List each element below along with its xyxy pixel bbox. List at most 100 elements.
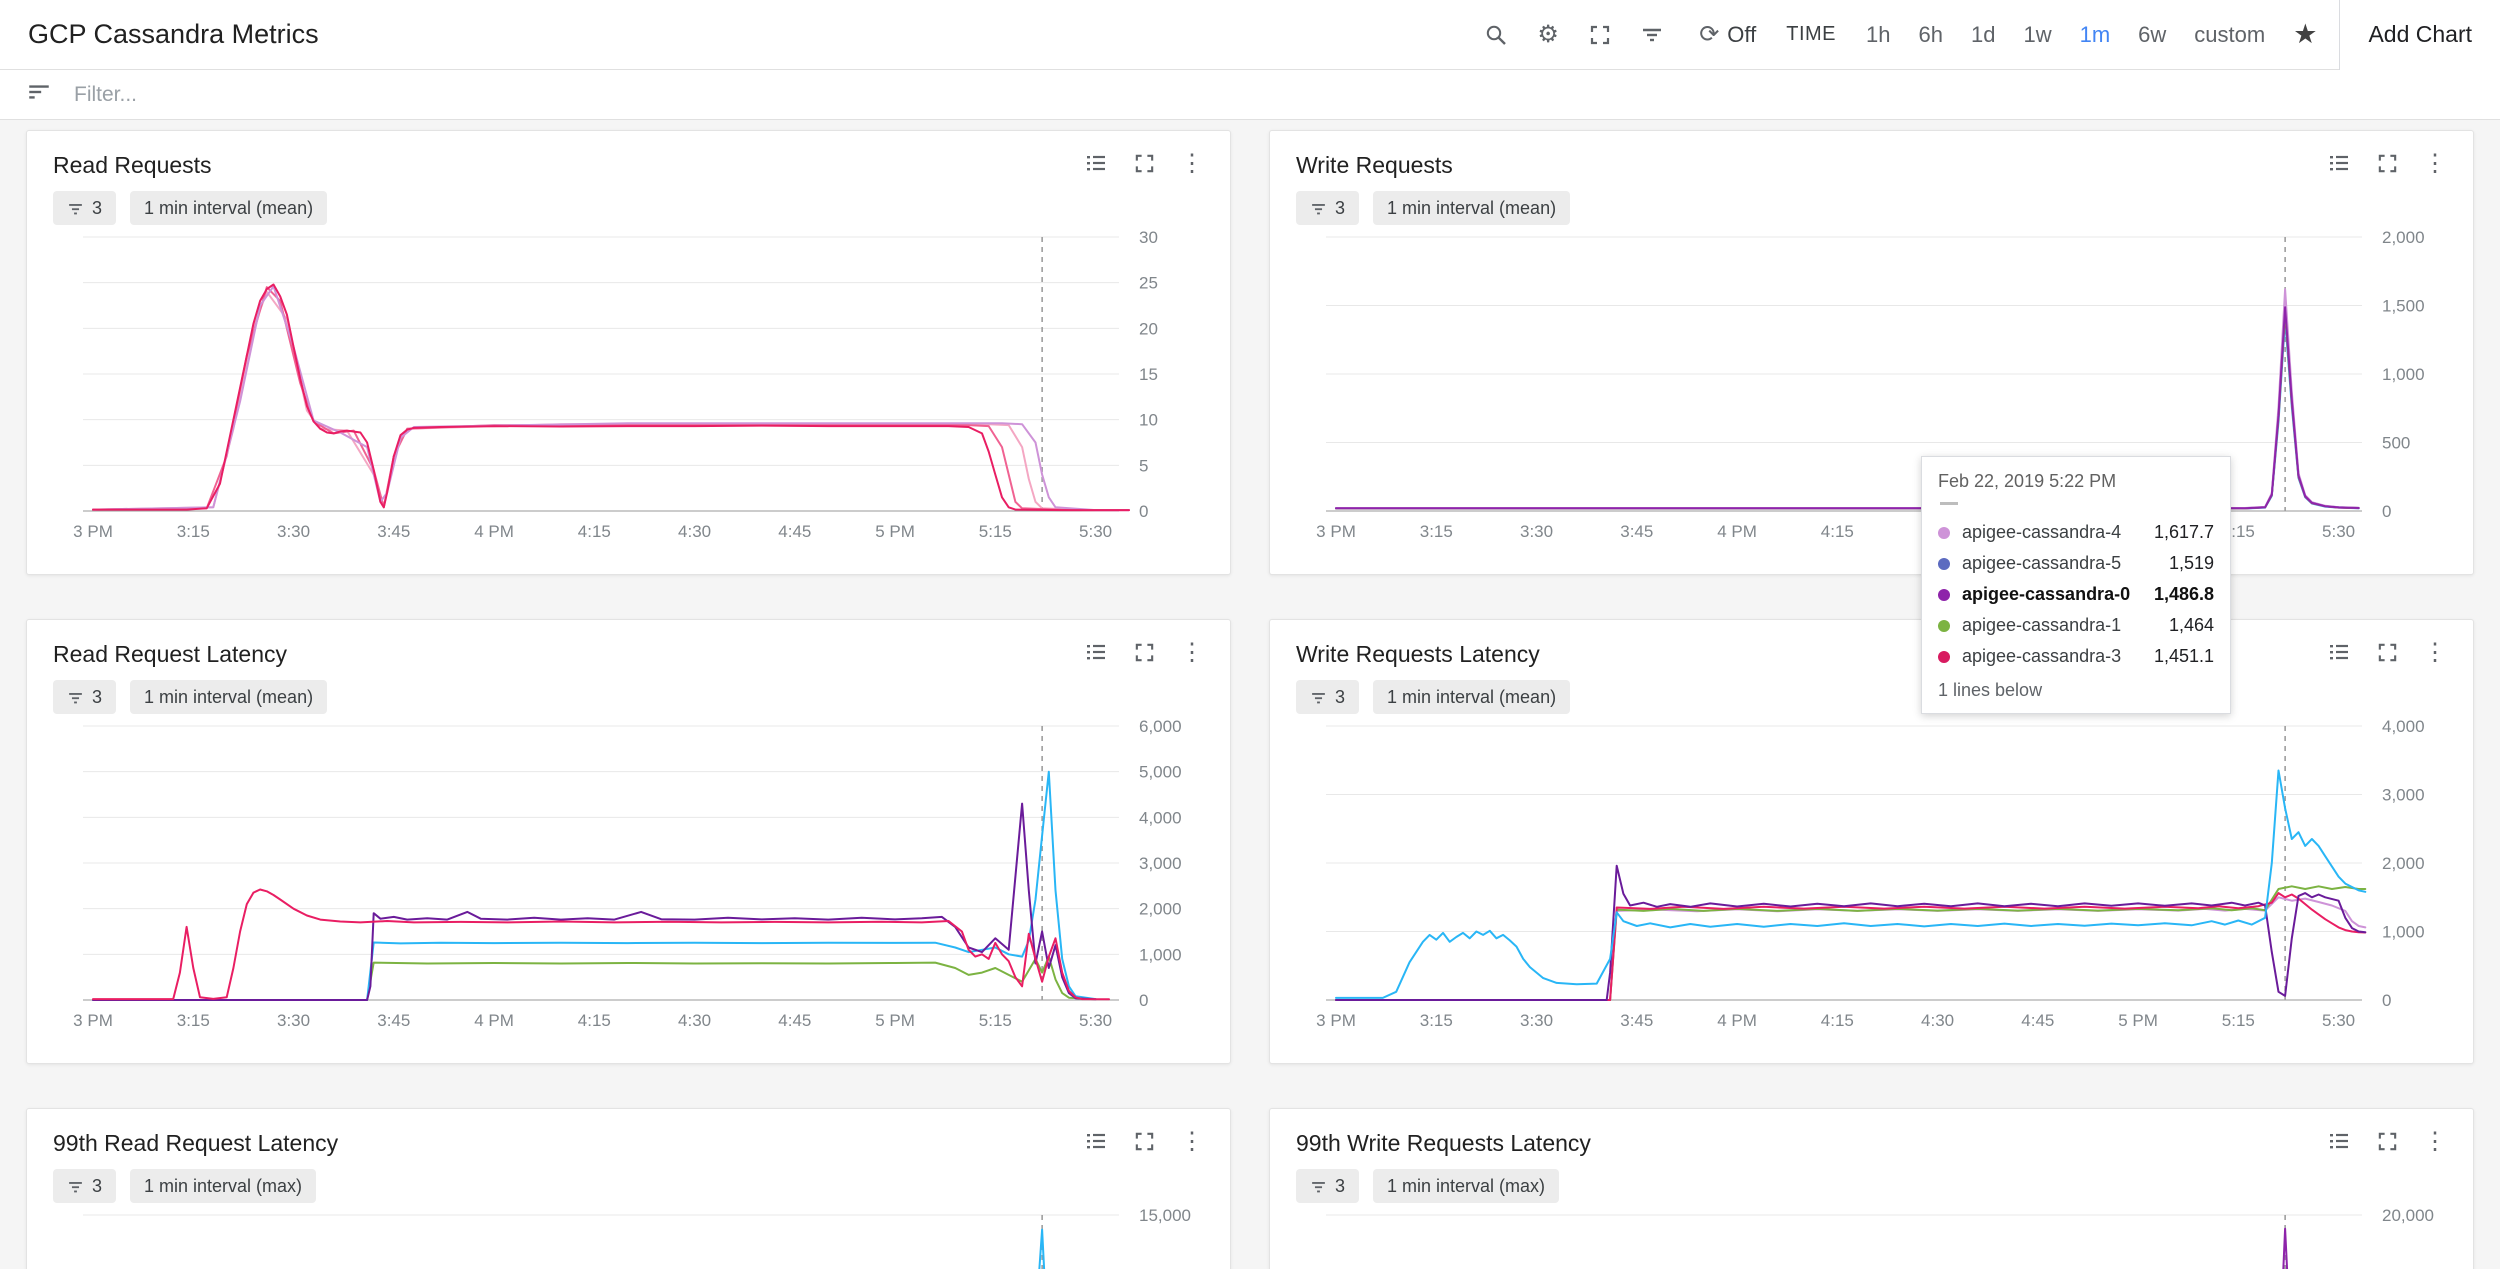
- auto-refresh-control[interactable]: ⟳ Off: [1699, 22, 1756, 48]
- series-value: 1,519: [2168, 553, 2214, 573]
- tooltip-series-row: apigee-cassandra-3 1,451.1: [1938, 641, 2214, 672]
- svg-text:3,000: 3,000: [1139, 854, 1182, 873]
- legend-list-icon[interactable]: [2327, 640, 2351, 664]
- expand-chart-icon[interactable]: [1132, 1129, 1156, 1153]
- expand-chart-icon[interactable]: [2375, 640, 2399, 664]
- time-range-6w[interactable]: 6w: [2138, 21, 2167, 47]
- legend-list-icon[interactable]: [1084, 151, 1108, 175]
- series-name: apigee-cassandra-1: [1962, 615, 2122, 635]
- svg-text:4:45: 4:45: [2021, 1011, 2054, 1030]
- line-chart[interactable]: 0 500 1,000 1,500 2,000 3 PM 3:15 3:30 3:45 4 PM 4…: [1296, 231, 2447, 549]
- svg-text:4 PM: 4 PM: [1717, 522, 1757, 541]
- time-range-1m[interactable]: 1m: [2079, 21, 2111, 47]
- interval-chip[interactable]: 1 min interval (mean): [130, 191, 328, 225]
- interval-chip[interactable]: 1 min interval (mean): [130, 680, 328, 714]
- svg-text:5:30: 5:30: [2322, 1011, 2355, 1030]
- filter-count-label: 3: [1335, 1175, 1346, 1196]
- interval-label: 1 min interval (mean): [1387, 686, 1557, 707]
- filter-count-chip[interactable]: 3: [1296, 191, 1360, 225]
- legend-list-icon[interactable]: [2327, 1129, 2351, 1153]
- more-options-icon[interactable]: ⋮: [2423, 638, 2447, 666]
- line-chart[interactable]: 0 1,000 2,000 3,000 4,000 3 PM 3:15 3:30 3:45 4 P…: [1296, 720, 2447, 1038]
- series-color-dot: [1938, 588, 1950, 601]
- tooltip-series-row: apigee-cassandra-1 1,464: [1938, 610, 2214, 641]
- svg-text:2,000: 2,000: [1139, 900, 1182, 919]
- chart-card: 99th Read Request Latency ⋮ 3 1 min inte…: [26, 1108, 1231, 1269]
- svg-text:3:15: 3:15: [1420, 1011, 1453, 1030]
- filter-list-icon[interactable]: [1639, 22, 1665, 48]
- svg-text:0: 0: [2382, 502, 2391, 521]
- svg-text:3 PM: 3 PM: [1316, 1011, 1356, 1030]
- svg-text:20,000: 20,000: [2382, 1209, 2434, 1225]
- tooltip-muted-series-dash: [1940, 502, 1958, 505]
- expand-chart-icon[interactable]: [2375, 151, 2399, 175]
- legend-list-icon[interactable]: [1084, 640, 1108, 664]
- svg-text:3,000: 3,000: [2382, 786, 2425, 805]
- svg-text:1,000: 1,000: [1139, 945, 1182, 964]
- filter-count-label: 3: [92, 686, 103, 707]
- filter-count-chip[interactable]: 3: [53, 680, 117, 714]
- add-chart-button[interactable]: Add Chart: [2339, 0, 2500, 70]
- chart-card-actions: ⋮: [1084, 149, 1204, 177]
- more-options-icon[interactable]: ⋮: [2423, 149, 2447, 177]
- chart-card-actions: ⋮: [2327, 638, 2447, 666]
- search-icon[interactable]: [1483, 22, 1509, 48]
- tooltip-rows: apigee-cassandra-4 1,617.7 apigee-cassan…: [1938, 517, 2214, 672]
- legend-list-icon[interactable]: [2327, 151, 2351, 175]
- svg-text:2,000: 2,000: [2382, 231, 2425, 247]
- filter-count-chip[interactable]: 3: [53, 191, 117, 225]
- time-range-1d[interactable]: 1d: [1971, 21, 1996, 47]
- chart-title: 99th Read Request Latency: [53, 1130, 339, 1156]
- time-range-custom[interactable]: custom: [2194, 21, 2266, 47]
- time-range-1h[interactable]: 1h: [1866, 21, 1891, 47]
- svg-text:1,000: 1,000: [2382, 365, 2425, 384]
- interval-chip[interactable]: 1 min interval (mean): [1373, 680, 1571, 714]
- interval-label: 1 min interval (max): [1387, 1175, 1546, 1196]
- filter-count-label: 3: [92, 1175, 103, 1196]
- svg-text:3:30: 3:30: [277, 522, 310, 541]
- svg-text:6,000: 6,000: [1139, 720, 1182, 736]
- svg-text:1,000: 1,000: [2382, 923, 2425, 942]
- svg-text:4 PM: 4 PM: [474, 1011, 514, 1030]
- favorite-star-icon[interactable]: ★: [2293, 19, 2318, 49]
- svg-text:3 PM: 3 PM: [1316, 522, 1356, 541]
- chart-title: Read Request Latency: [53, 641, 287, 667]
- gear-icon[interactable]: ⚙: [1537, 20, 1559, 48]
- interval-chip[interactable]: 1 min interval (max): [130, 1169, 317, 1203]
- time-range-1w[interactable]: 1w: [2023, 21, 2052, 47]
- chart-card-actions: ⋮: [2327, 1127, 2447, 1155]
- expand-chart-icon[interactable]: [1132, 640, 1156, 664]
- filter-count-chip[interactable]: 3: [1296, 680, 1360, 714]
- expand-chart-icon[interactable]: [2375, 1129, 2399, 1153]
- time-range-6h[interactable]: 6h: [1918, 21, 1943, 47]
- filter-count-chip[interactable]: 3: [1296, 1169, 1360, 1203]
- svg-text:15,000: 15,000: [1139, 1209, 1191, 1225]
- svg-text:25: 25: [1139, 274, 1158, 293]
- filter-input[interactable]: [74, 82, 2474, 107]
- more-options-icon[interactable]: ⋮: [2423, 1127, 2447, 1155]
- svg-text:3:30: 3:30: [1520, 522, 1553, 541]
- svg-text:4:15: 4:15: [578, 522, 611, 541]
- interval-chip[interactable]: 1 min interval (mean): [1373, 191, 1571, 225]
- filter-count-label: 3: [1335, 686, 1346, 707]
- svg-text:5: 5: [1139, 456, 1148, 475]
- chart-card: Read Requests ⋮ 3 1 min interval (mean) …: [26, 130, 1231, 575]
- more-options-icon[interactable]: ⋮: [1180, 638, 1204, 666]
- interval-chip[interactable]: 1 min interval (max): [1373, 1169, 1560, 1203]
- fullscreen-icon[interactable]: [1587, 22, 1613, 48]
- expand-chart-icon[interactable]: [1132, 151, 1156, 175]
- top-header: GCP Cassandra Metrics ⚙ ⟳ Off TIME 1h 6h 1…: [0, 0, 2500, 70]
- filter-count-chip[interactable]: 3: [53, 1169, 117, 1203]
- line-chart[interactable]: 0 5 10 15 20 25 30 3 PM 3:15 3:30 3:45 4 PM 4:15 4:30…: [53, 231, 1204, 549]
- svg-text:5,000: 5,000: [1139, 763, 1182, 782]
- line-chart[interactable]: 0 1,000 2,000 3,000 4,000 5,000 6,000 3 PM 3:15 3…: [53, 720, 1204, 1038]
- more-options-icon[interactable]: ⋮: [1180, 149, 1204, 177]
- more-options-icon[interactable]: ⋮: [1180, 1127, 1204, 1155]
- chart-title: Write Requests Latency: [1296, 641, 1540, 667]
- svg-text:5:30: 5:30: [1079, 1011, 1112, 1030]
- chart-card: Read Request Latency ⋮ 3 1 min interval …: [26, 619, 1231, 1064]
- legend-list-icon[interactable]: [1084, 1129, 1108, 1153]
